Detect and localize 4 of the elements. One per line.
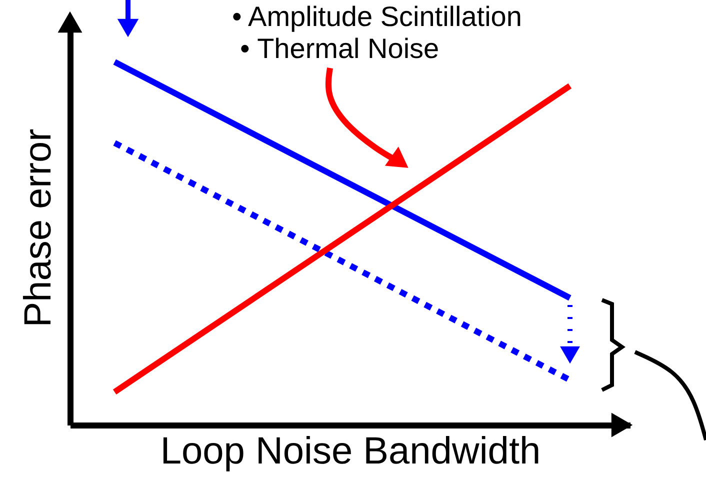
annotation: • Thermal Noise bbox=[240, 33, 440, 64]
text: • Amplitude Scintillation bbox=[232, 1, 522, 32]
y-axis-title: Phase error bbox=[18, 128, 60, 328]
x-axis-title: Loop Noise Bandwidth bbox=[160, 430, 541, 472]
